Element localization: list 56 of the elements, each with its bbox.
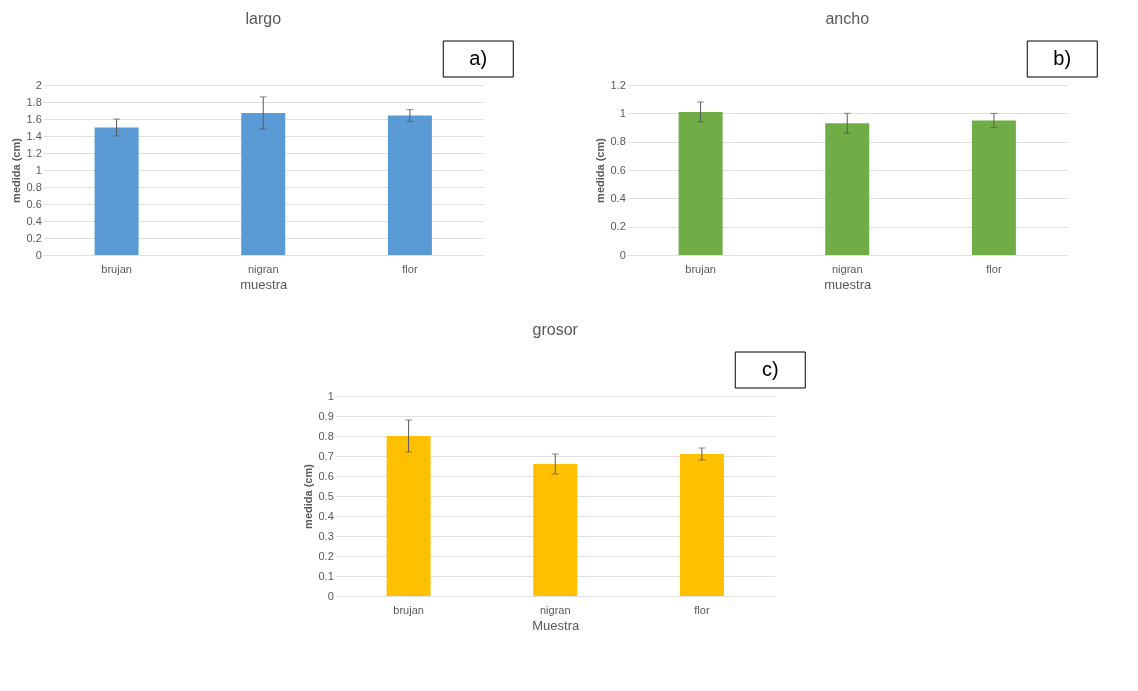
bar xyxy=(387,115,432,255)
y-tick-label: 0.7 xyxy=(318,449,334,462)
bar xyxy=(533,464,578,596)
y-tick-label: 0.8 xyxy=(318,429,334,442)
x-tick-label: brujan xyxy=(393,603,424,616)
chart-title: largo xyxy=(245,9,282,27)
y-tick-label: 1.6 xyxy=(26,112,42,125)
x-tick-label: flor xyxy=(694,603,710,616)
y-tick-label: 0.2 xyxy=(318,549,334,562)
y-tick-label: 0 xyxy=(327,589,334,602)
y-tick-label: 0.5 xyxy=(318,489,334,502)
y-axis-title: medida (cm) xyxy=(10,137,23,203)
x-axis-title: muestra xyxy=(824,276,872,292)
y-axis-title: medida (cm) xyxy=(302,463,315,529)
y-axis-title: medida (cm) xyxy=(594,137,607,203)
x-tick-label: brujan xyxy=(685,262,716,275)
x-tick-label: brujan xyxy=(101,262,132,275)
y-tick-label: 0.4 xyxy=(318,509,334,522)
y-tick-label: 0.4 xyxy=(610,191,626,204)
chart-title: grosor xyxy=(532,320,579,338)
y-tick-label: 0.2 xyxy=(26,231,42,244)
text: c) xyxy=(761,358,779,380)
y-tick-label: 0.6 xyxy=(318,469,334,482)
bar xyxy=(94,127,139,255)
text: b) xyxy=(1053,47,1072,69)
y-tick-label: 1.2 xyxy=(610,78,626,91)
bar xyxy=(241,113,286,255)
y-tick-label: 0.8 xyxy=(610,135,626,148)
x-tick-label: nigran xyxy=(831,262,863,275)
y-tick-label: 0.1 xyxy=(318,569,334,582)
x-tick-label: flor xyxy=(402,262,418,275)
x-tick-label: nigran xyxy=(539,603,571,616)
y-tick-label: 0.8 xyxy=(26,180,42,193)
y-tick-label: 1 xyxy=(619,106,626,119)
x-tick-label: nigran xyxy=(247,262,279,275)
y-tick-label: 1.4 xyxy=(26,129,42,142)
y-tick-label: 1.2 xyxy=(26,146,42,159)
y-tick-label: 1.8 xyxy=(26,95,42,108)
y-tick-label: 1 xyxy=(35,163,42,176)
bar xyxy=(386,436,431,596)
y-tick-label: 0.3 xyxy=(318,529,334,542)
bar xyxy=(679,454,724,596)
x-axis-title: muestra xyxy=(240,276,288,292)
y-tick-label: 0.2 xyxy=(610,220,626,233)
y-tick-label: 0.9 xyxy=(318,409,334,422)
y-tick-label: 1 xyxy=(327,389,334,402)
y-tick-label: 0 xyxy=(35,248,42,261)
x-axis-title: Muestra xyxy=(532,617,580,633)
chart-title: ancho xyxy=(825,9,870,27)
y-tick-label: 0.6 xyxy=(610,163,626,176)
text: a) xyxy=(469,47,488,69)
y-tick-label: 0 xyxy=(619,248,626,261)
y-tick-label: 2 xyxy=(35,78,42,91)
x-tick-label: flor xyxy=(986,262,1002,275)
y-tick-label: 0.4 xyxy=(26,214,42,227)
y-tick-label: 0.6 xyxy=(26,197,42,210)
